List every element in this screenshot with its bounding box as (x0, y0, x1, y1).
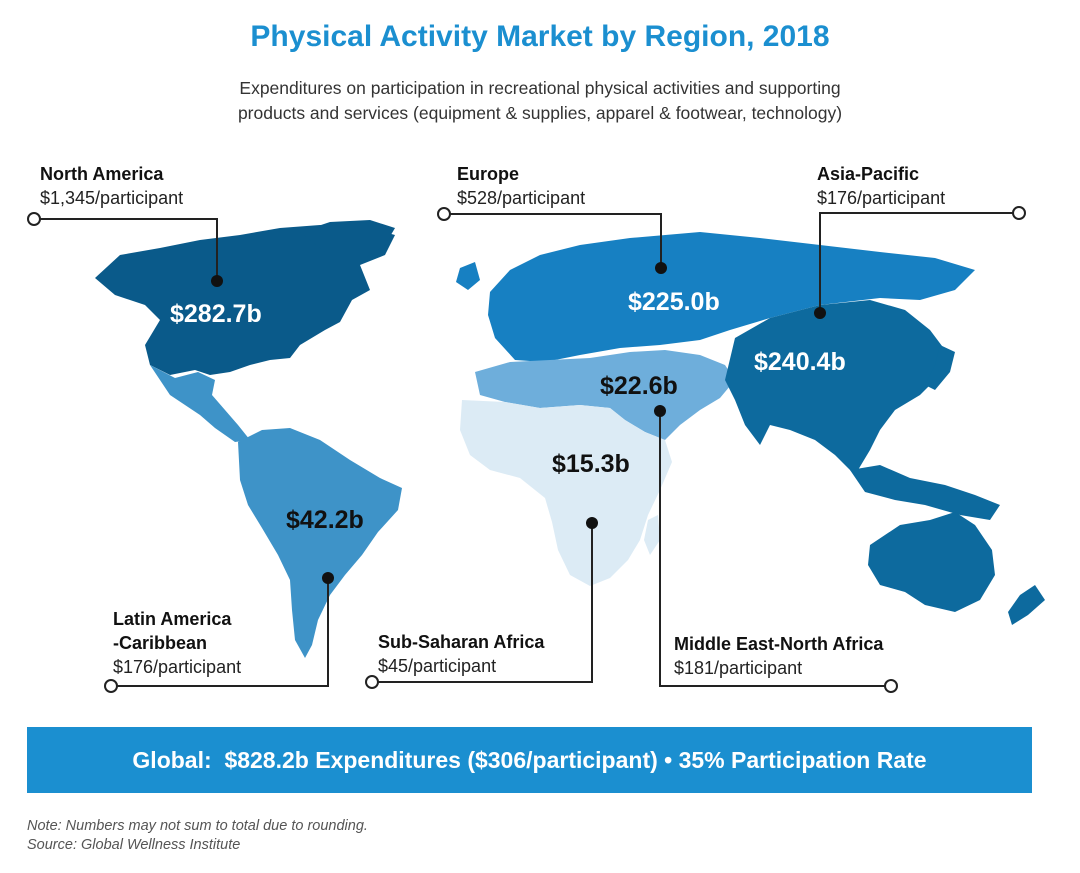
region-shape-sub-saharan-africa[interactable] (460, 400, 672, 586)
region-label-latin-america: Latin America -Caribbean $176/participan… (113, 607, 241, 679)
region-per-participant: $181/participant (674, 658, 803, 678)
region-shape-new-zealand (1008, 585, 1045, 625)
market-value-sub-saharan-africa: $15.3b (552, 450, 630, 478)
source-text: Source: Global Wellness Institute (27, 837, 241, 853)
global-summary-text: $828.2b Expenditures ($306/participant) … (224, 746, 927, 773)
subtitle-line-2: products and services (equipment & suppl… (237, 103, 843, 123)
region-per-participant: $176/participant (817, 188, 946, 208)
region-shape-madagascar (644, 515, 660, 555)
region-shape-europe[interactable] (488, 232, 975, 362)
leader-end-asia-pacific (1012, 206, 1026, 220)
subtitle: Expenditures on participation in recreat… (140, 76, 940, 126)
region-label-north-america: North America $1,345/participant (40, 162, 183, 210)
region-per-participant: $528/participant (457, 188, 586, 208)
region-shape-asia-pacific[interactable] (725, 300, 945, 475)
leader-end-north-america (27, 212, 41, 226)
region-name: Asia-Pacific (817, 164, 920, 184)
leader-line-mena (659, 411, 891, 687)
region-per-participant: $176/participant (113, 657, 242, 677)
global-label: Global: (132, 746, 212, 773)
leader-dot-europe (655, 262, 667, 274)
region-label-europe: Europe $528/participant (457, 162, 585, 210)
region-name: Middle East-North Africa (674, 634, 884, 654)
region-label-mena: Middle East-North Africa $181/participan… (674, 632, 883, 680)
region-label-sub-saharan-africa: Sub-Saharan Africa $45/participant (378, 630, 544, 678)
market-value-mena: $22.6b (600, 372, 678, 400)
leader-end-latin-america (104, 679, 118, 693)
leader-line-europe (444, 213, 662, 268)
leader-dot-mena (654, 405, 666, 417)
leader-line-asia-pacific (819, 212, 1019, 313)
market-value-latin-america: $42.2b (286, 506, 364, 534)
leader-end-sub-saharan-africa (365, 675, 379, 689)
market-value-north-america: $282.7b (170, 300, 262, 328)
footnotes: Note: Numbers may not sum to total due t… (27, 817, 368, 855)
region-shape-north-america[interactable] (95, 225, 395, 375)
region-per-participant: $1,345/participant (40, 188, 184, 208)
region-name: North America (40, 164, 164, 184)
region-name: Sub-Saharan Africa (378, 632, 545, 652)
leader-dot-north-america (211, 275, 223, 287)
market-value-asia-pacific: $240.4b (754, 348, 846, 376)
leader-dot-latin-america (322, 572, 334, 584)
region-shape-latin-america[interactable] (238, 428, 402, 658)
page-title: Physical Activity Market by Region, 2018 (250, 20, 830, 53)
region-shape-greenland (300, 220, 395, 262)
region-shape-central-america (150, 365, 250, 442)
leader-end-mena (884, 679, 898, 693)
note-text: Note: Numbers may not sum to total due t… (27, 818, 368, 834)
region-per-participant: $45/participant (378, 656, 497, 676)
market-value-europe: $225.0b (628, 288, 720, 316)
leader-line-sub-saharan-africa (372, 523, 593, 683)
leader-end-europe (437, 207, 451, 221)
leader-line-north-america (34, 218, 218, 281)
leader-dot-asia-pacific (814, 307, 826, 319)
leader-line-latin-america (111, 578, 329, 687)
leader-dot-sub-saharan-africa (586, 517, 598, 529)
region-name-line-1: Latin America (113, 609, 232, 629)
region-shape-se-asia-islands (850, 465, 1000, 520)
region-shape-mena[interactable] (475, 350, 735, 440)
region-shape-uk (456, 262, 480, 290)
region-name: Europe (457, 164, 520, 184)
subtitle-line-1: Expenditures on participation in recreat… (239, 78, 841, 98)
region-shape-japan (925, 345, 955, 390)
region-name-line-2: -Caribbean (113, 633, 208, 653)
region-label-asia-pacific: Asia-Pacific $176/participant (817, 162, 945, 210)
region-shape-australia (868, 512, 995, 612)
global-summary-banner: Global: $828.2b Expenditures ($306/parti… (27, 727, 1032, 793)
